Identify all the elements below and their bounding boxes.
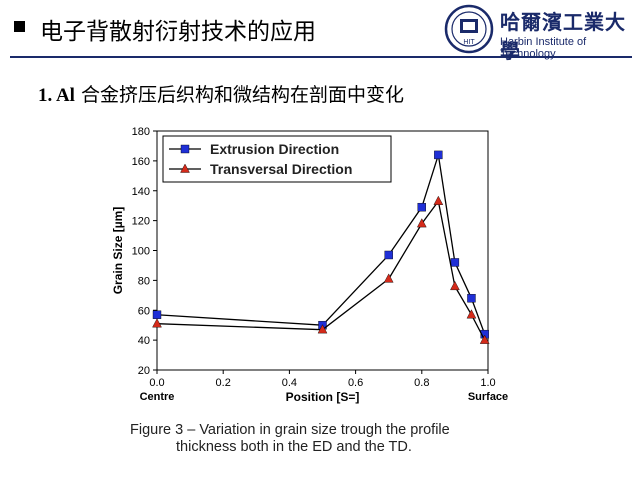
data-point-td [479,334,490,344]
x-label-centre: Centre [140,391,175,403]
x-tick-label: 0.2 [216,377,231,389]
data-point-td [450,280,460,291]
page-title: 电子背散射衍射技术的应用 [40,19,316,45]
caption-line-1: Figure 3 – Variation in grain size troug… [130,422,450,438]
x-axis-label: Position [S=] [286,390,360,404]
legend-marker-square [180,144,190,154]
university-seal-logo: HIT [444,4,494,54]
data-point-ed [434,150,443,160]
x-tick-label: 0.0 [149,377,164,389]
caption-line-2: thickness both in the ED and the TD. [176,439,412,455]
y-tick-label: 180 [132,126,150,138]
y-tick-label: 140 [132,186,150,198]
y-axis-label: Grain Size [µm] [111,207,125,295]
x-label-surface: Surface [468,391,508,403]
y-tick-label: 60 [138,305,150,317]
y-tick-label: 40 [138,335,150,347]
x-tick-label: 0.8 [414,377,429,389]
y-tick-label: 80 [138,275,150,287]
data-point-td [433,195,444,205]
data-point-ed [450,258,460,267]
series-line-1 [156,154,486,335]
section-subtitle: 1. Al 合金挤压后织构和微结构在剖面中变化 [38,80,404,107]
series-line-2 [156,199,486,341]
data-point-ed [467,294,476,303]
figure-caption: Figure 3 – Variation in grain size troug… [130,422,550,456]
legend-marker-triangle [180,163,190,173]
header-divider [10,56,632,58]
subtitle-text: 合金挤压后织构和微结构在剖面中变化 [74,84,404,106]
data-point-ed [384,250,393,260]
x-tick-label: 0.6 [348,377,363,389]
data-point-td [317,324,328,334]
data-point-ed [152,310,162,319]
svg-text:HIT: HIT [463,39,475,46]
y-tick-label: 160 [132,156,150,168]
subtitle-number: 1. Al [38,85,75,106]
data-point-td [152,318,162,328]
header-bullet [14,21,25,32]
legend-label: Transversal Direction [210,161,352,177]
y-tick-label: 20 [138,365,150,377]
data-point-td [416,218,427,228]
legend-label: Extrusion Direction [210,141,339,157]
legend-box [162,135,392,183]
y-tick-label: 100 [132,246,150,258]
x-tick-label: 0.4 [282,377,297,389]
x-tick-label: 1.0 [480,377,495,389]
data-point-td [466,309,477,319]
data-point-td [383,273,394,283]
y-tick-label: 120 [132,216,150,228]
data-point-ed [417,202,426,212]
